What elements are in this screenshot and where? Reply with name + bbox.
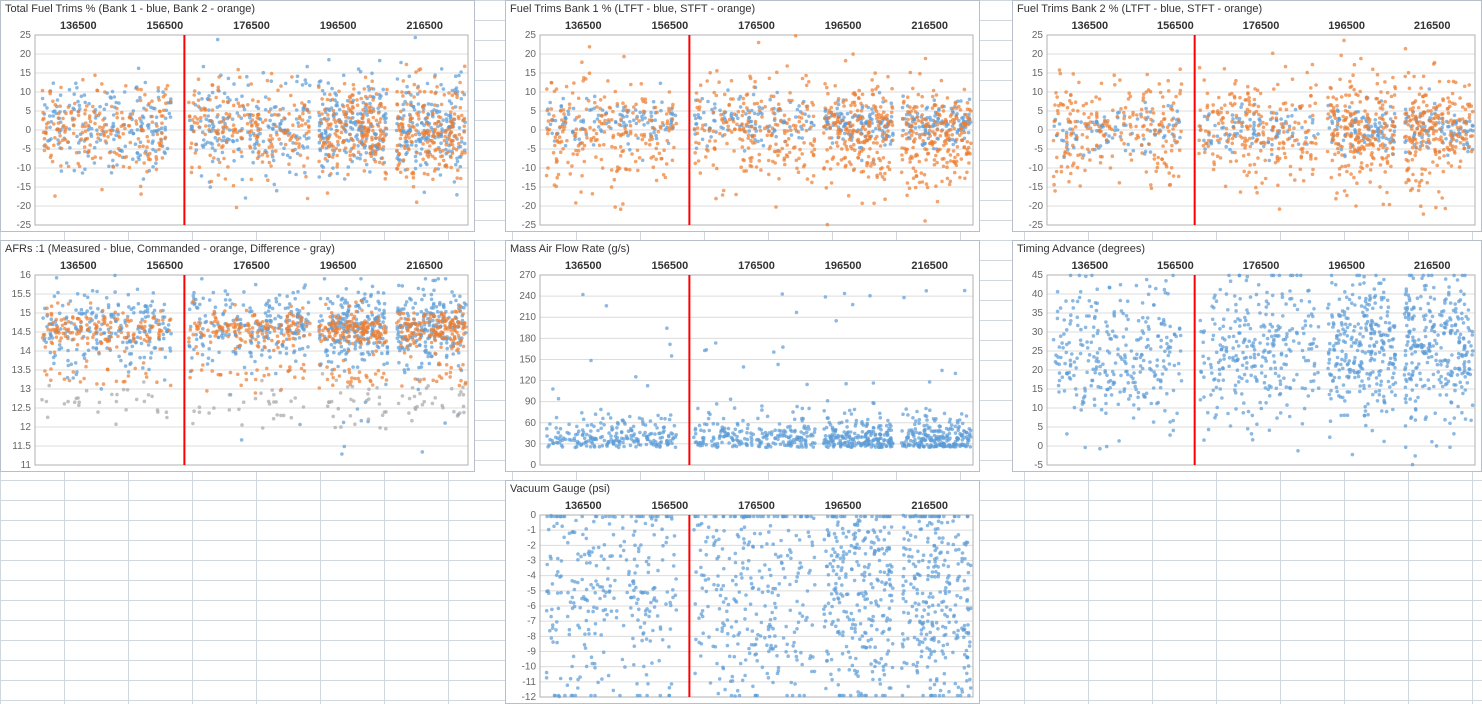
chart-plot: -25 -20 -15 -10 -5 0 5 10 15 20 25 136500 156500 1765…	[1013, 15, 1481, 231]
svg-text:-20: -20	[522, 201, 537, 212]
svg-text:-15: -15	[17, 182, 32, 193]
svg-text:-20: -20	[17, 201, 32, 212]
svg-text:196500: 196500	[320, 260, 357, 272]
svg-text:176500: 176500	[738, 20, 775, 32]
chart-plot: 0306090120150180210240270136500156500176…	[506, 255, 979, 471]
chart-title: AFRs :1 (Measured - blue, Commanded - or…	[1, 241, 474, 255]
svg-text:12: 12	[20, 422, 32, 433]
chart-title: Timing Advance (degrees)	[1013, 241, 1481, 255]
svg-text:5: 5	[25, 106, 31, 117]
svg-text:196500: 196500	[825, 20, 862, 32]
svg-text:156500: 156500	[147, 20, 184, 32]
svg-text:15: 15	[20, 68, 32, 79]
chart-fuel-trims-bank2: Fuel Trims Bank 2 % (LTFT - blue, STFT -…	[1012, 0, 1482, 232]
svg-text:11.5: 11.5	[12, 441, 31, 452]
svg-text:15: 15	[20, 308, 32, 319]
chart-fuel-trims-bank1: Fuel Trims Bank 1 % (LTFT - blue, STFT -…	[505, 0, 980, 232]
svg-text:15.5: 15.5	[12, 289, 32, 300]
svg-text:136500: 136500	[565, 20, 602, 32]
chart-vacuum: Vacuum Gauge (psi)-12-11-10-9-8-7-6-5-4-…	[505, 480, 980, 704]
svg-text:13.5: 13.5	[12, 365, 32, 376]
svg-text:136500: 136500	[1071, 20, 1108, 32]
svg-text:25: 25	[1032, 30, 1044, 41]
svg-text:13: 13	[20, 384, 32, 395]
svg-text:-5: -5	[1034, 144, 1043, 155]
svg-text:0: 0	[530, 125, 536, 136]
chart-title: Total Fuel Trims % (Bank 1 - blue, Bank …	[1, 1, 474, 15]
chart-maf: Mass Air Flow Rate (g/s)0306090120150180…	[505, 240, 980, 472]
chart-plot: -25 -20 -15 -10 -5 0 5 10 15 20 25 136500 156500 1765…	[506, 15, 979, 231]
svg-text:196500: 196500	[1328, 20, 1365, 32]
chart-title: Fuel Trims Bank 1 % (LTFT - blue, STFT -…	[506, 1, 979, 15]
svg-text:196500: 196500	[320, 20, 357, 32]
chart-title: Vacuum Gauge (psi)	[506, 481, 979, 495]
svg-text:0: 0	[25, 125, 31, 136]
svg-text:15: 15	[1032, 68, 1044, 79]
svg-text:16: 16	[20, 270, 32, 281]
svg-text:14.5: 14.5	[12, 327, 32, 338]
svg-text:12.5: 12.5	[12, 403, 32, 414]
svg-text:20: 20	[1032, 49, 1044, 60]
svg-text:-5: -5	[22, 144, 31, 155]
svg-text:136500: 136500	[60, 260, 97, 272]
svg-text:-5: -5	[527, 144, 536, 155]
spreadsheet-sheet: Total Fuel Trims % (Bank 1 - blue, Bank …	[0, 0, 1482, 704]
svg-text:10: 10	[1032, 87, 1044, 98]
chart-afrs: AFRs :1 (Measured - blue, Commanded - or…	[0, 240, 475, 472]
svg-text:15: 15	[525, 68, 537, 79]
svg-text:156500: 156500	[1157, 20, 1194, 32]
svg-text:10: 10	[525, 87, 537, 98]
svg-text:176500: 176500	[233, 260, 270, 272]
chart-total-fuel-trims: Total Fuel Trims % (Bank 1 - blue, Bank …	[0, 0, 475, 232]
svg-text:216500: 216500	[406, 260, 443, 272]
svg-text:156500: 156500	[147, 260, 184, 272]
svg-text:156500: 156500	[652, 20, 689, 32]
chart-title: Mass Air Flow Rate (g/s)	[506, 241, 979, 255]
svg-text:25: 25	[525, 30, 537, 41]
svg-text:-10: -10	[522, 163, 537, 174]
svg-text:136500: 136500	[60, 20, 97, 32]
svg-text:-15: -15	[1029, 182, 1044, 193]
svg-text:11: 11	[21, 460, 32, 471]
svg-text:-25: -25	[1029, 220, 1044, 231]
svg-text:-10: -10	[1029, 163, 1044, 174]
chart-title: Fuel Trims Bank 2 % (LTFT - blue, STFT -…	[1013, 1, 1481, 15]
svg-text:20: 20	[20, 49, 32, 60]
chart-plot: 11 11.5 12 12.5 13 13.5 14 14.5 15 15.5 16 136500 15…	[1, 255, 474, 471]
svg-text:20: 20	[525, 49, 537, 60]
svg-text:176500: 176500	[1243, 20, 1280, 32]
svg-text:216500: 216500	[911, 20, 948, 32]
svg-text:-20: -20	[1029, 201, 1044, 212]
svg-text:216500: 216500	[406, 20, 443, 32]
svg-text:-10: -10	[17, 163, 32, 174]
svg-text:5: 5	[530, 106, 536, 117]
chart-plot: -12-11-10-9-8-7-6-5-4-3-2-10136500156500…	[506, 495, 979, 703]
svg-text:10: 10	[20, 87, 32, 98]
chart-plot: -505101520253035404513650015650017650019…	[1013, 255, 1481, 471]
svg-text:216500: 216500	[1414, 20, 1451, 32]
svg-text:5: 5	[1037, 106, 1043, 117]
svg-text:-25: -25	[17, 220, 32, 231]
chart-timing-advance: Timing Advance (degrees)-505101520253035…	[1012, 240, 1482, 472]
svg-text:0: 0	[1037, 125, 1043, 136]
chart-plot: -25 -20 -15 -10 -5 0 5 10 15 20 25 136500 156500 1765…	[1, 15, 474, 231]
svg-text:-25: -25	[522, 220, 537, 231]
svg-text:14: 14	[20, 346, 32, 357]
svg-text:25: 25	[20, 30, 32, 41]
svg-text:176500: 176500	[233, 20, 270, 32]
svg-text:-15: -15	[522, 182, 537, 193]
